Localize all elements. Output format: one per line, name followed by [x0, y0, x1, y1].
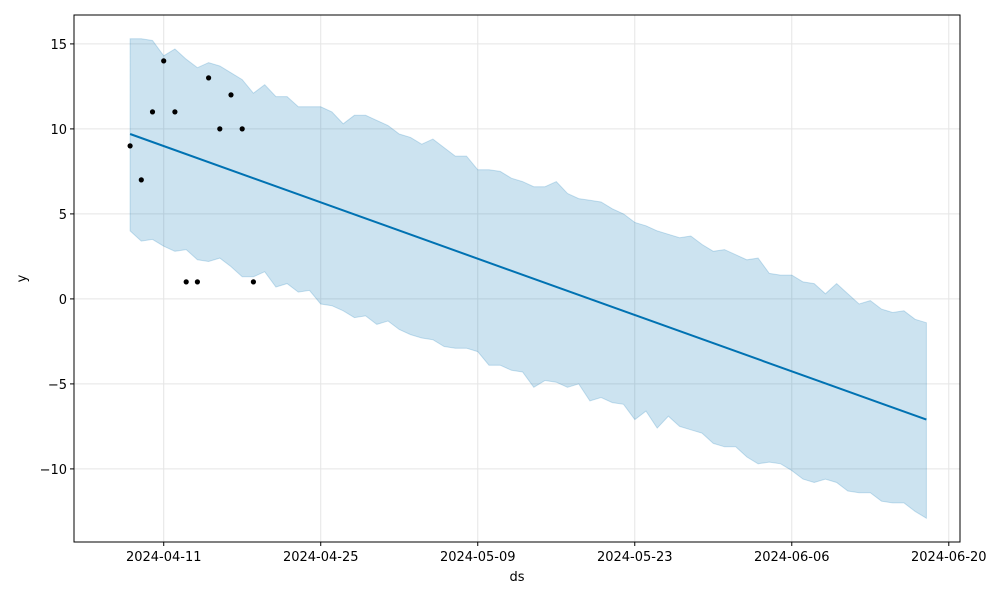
observed-point — [194, 279, 200, 285]
observed-point — [138, 177, 144, 183]
observed-point — [127, 143, 133, 149]
x-tick-label: 2024-05-23 — [597, 550, 673, 565]
uncertainty-band — [129, 38, 927, 520]
plot-frame — [73, 14, 961, 543]
observed-point — [217, 126, 223, 132]
observed-point — [239, 126, 245, 132]
observed-point — [206, 75, 212, 81]
observed-points-layer — [127, 58, 256, 285]
y-axis-ticks: 15 10 5 0 −5 −10 — [40, 38, 74, 478]
y-tick-label: 10 — [50, 123, 67, 138]
forecast-line — [129, 133, 927, 421]
x-tick-label: 2024-04-25 — [283, 550, 359, 565]
observed-point — [183, 279, 189, 285]
y-tick-label: 15 — [50, 38, 67, 53]
observed-point — [161, 58, 167, 64]
uncertainty-band-layer — [129, 38, 927, 520]
x-axis-label: ds — [509, 570, 524, 585]
x-tick-label: 2024-06-06 — [754, 550, 830, 565]
y-tick-label: 5 — [59, 208, 67, 223]
forecast-line-layer — [129, 133, 927, 421]
observed-point — [228, 92, 234, 98]
observed-point — [250, 279, 256, 285]
x-tick-label: 2024-04-11 — [126, 550, 202, 565]
y-axis-label: y — [15, 274, 30, 282]
y-tick-label: −10 — [40, 463, 67, 478]
grid — [74, 15, 960, 542]
x-tick-label: 2024-06-20 — [911, 550, 987, 565]
x-axis-ticks: 2024-04-11 2024-04-25 2024-05-09 2024-05-23… — [126, 542, 987, 565]
observed-point — [172, 109, 178, 115]
observed-point — [149, 109, 156, 115]
y-tick-label: −5 — [48, 378, 67, 393]
y-tick-label: 0 — [59, 293, 67, 308]
x-tick-label: 2024-05-09 — [440, 550, 516, 565]
